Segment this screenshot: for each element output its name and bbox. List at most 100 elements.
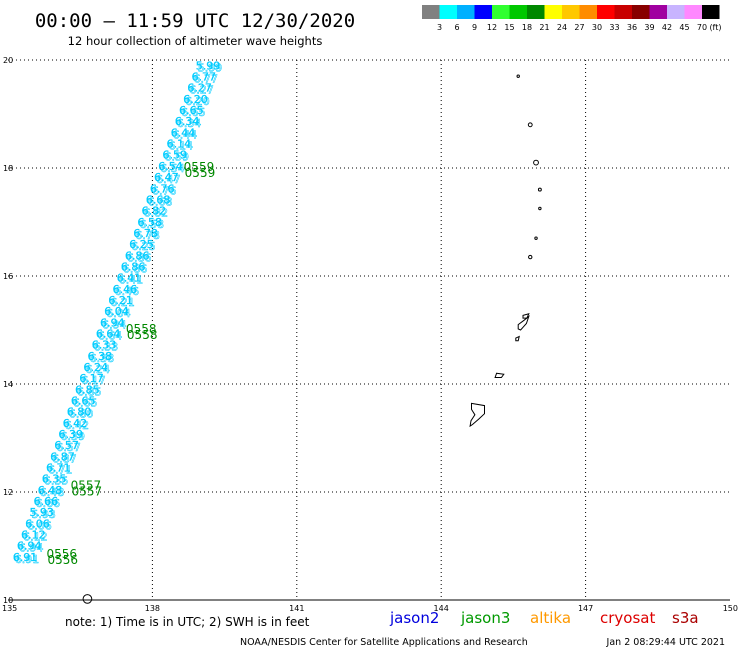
- wave-height-label: 6.17: [79, 372, 104, 385]
- wave-height-label-shadow: 5.93: [31, 508, 56, 521]
- wave-height-label: 6.80: [67, 406, 92, 419]
- x-tick-label: 135: [2, 604, 17, 613]
- chart-title: 00:00 – 11:59 UTC 12/30/2020: [35, 10, 355, 32]
- wave-height-label: 6.04: [104, 305, 128, 318]
- wave-height-label-shadow: 6.04: [106, 307, 130, 320]
- legend-label: 39: [644, 23, 654, 32]
- wave-height-label-shadow: 6.68: [148, 195, 173, 208]
- legend-swatch: [579, 5, 597, 19]
- wave-height-label-shadow: 6.47: [156, 173, 181, 186]
- wave-height-label: 6.41: [117, 272, 142, 285]
- wave-height-label: 6.82: [142, 205, 167, 218]
- wave-height-label-shadow: 6.91: [15, 553, 39, 566]
- time-label-second: 0557: [72, 485, 103, 499]
- wave-height-label: 6.86: [125, 249, 150, 262]
- wave-height-label-shadow: 6.39: [61, 430, 86, 443]
- wave-height-label: 6.47: [154, 171, 179, 184]
- wave-height-label-shadow: 6.76: [152, 184, 177, 197]
- time-label: 0556: [47, 547, 78, 561]
- x-tick-label: 150: [723, 604, 738, 613]
- wave-height-label: 5.93: [29, 506, 54, 519]
- wave-height-label: 6.57: [54, 439, 78, 452]
- x-tick-label: 141: [289, 604, 304, 613]
- legend-swatch: [597, 5, 615, 19]
- time-label: 0558: [126, 322, 157, 336]
- legend-label: 18: [522, 23, 532, 32]
- legend-swatch: [509, 5, 527, 19]
- legend-swatch: [457, 5, 475, 19]
- wave-height-label: 6.65: [71, 394, 96, 407]
- legend-swatch: [614, 5, 632, 19]
- color-scale-legend: 3 6 9 12 15 18 21 24 27 30 33 36 39 42 45 70 (ft): [422, 5, 722, 32]
- wave-height-label-shadow: 6.86: [127, 251, 152, 264]
- wave-height-label: 6.94: [100, 316, 125, 329]
- note-text: note: 1) Time is in UTC; 2) SWH is in fe…: [65, 615, 310, 629]
- y-tick-label: 12: [3, 488, 13, 497]
- wave-height-label-shadow: 6.87: [52, 452, 77, 465]
- wave-height-label-shadow: 6.12: [23, 530, 48, 543]
- wave-height-label: 6.20: [183, 93, 208, 106]
- generated-timestamp: Jan 2 08:29:44 UTC 2021: [606, 637, 725, 648]
- legend-label: 3: [437, 23, 442, 32]
- y-tick-label: 20: [3, 56, 13, 65]
- wave-height-label: 6.46: [113, 283, 137, 296]
- wave-height-label: 6.66: [34, 495, 59, 508]
- wave-height-label: 6.44: [171, 126, 196, 139]
- time-label-second: 0556: [48, 553, 79, 567]
- time-label: 0559: [184, 160, 215, 174]
- wave-height-label: 6.76: [150, 182, 175, 195]
- wave-height-label-shadow: 6.59: [164, 151, 189, 164]
- satellite-s3a: s3a: [672, 609, 699, 627]
- wave-height-label-shadow: 6.78: [135, 229, 160, 242]
- wave-height-label-shadow: 6.66: [36, 497, 61, 510]
- legend-label: 21: [539, 23, 549, 32]
- wave-height-label-shadow: 6.24: [85, 363, 110, 376]
- wave-height-label-shadow: 6.17: [81, 374, 106, 387]
- wave-height-label-shadow: 5.99: [198, 61, 223, 74]
- legend-label: 9: [472, 23, 477, 32]
- wave-height-label-shadow: 6.94: [102, 318, 127, 331]
- wave-height-label-shadow: 6.64: [98, 329, 123, 342]
- wave-height-label-shadow: 6.77: [194, 73, 219, 86]
- wave-height-label-shadow: 6.85: [77, 385, 102, 398]
- axis-tick-labels: 10 12 14 16 18 20 135 138 141 144 147 150: [2, 56, 738, 613]
- wave-height-label: 6.68: [146, 193, 171, 206]
- y-tick-label: 14: [3, 380, 13, 389]
- wave-height-label-shadow: 6.27: [189, 84, 214, 97]
- y-tick-label: 18: [3, 164, 13, 173]
- island-outline: [527, 122, 533, 128]
- wave-height-label: 6.34: [175, 115, 200, 128]
- wave-height-label: 6.27: [187, 82, 212, 95]
- wave-height-label-shadow: 6.65: [181, 106, 206, 119]
- map-grid: [8, 59, 730, 601]
- island-outline: [517, 315, 530, 331]
- wave-height-label: 6.54: [158, 160, 183, 173]
- wave-height-label-shadow: 6.82: [144, 207, 169, 220]
- satellite-legend: jason2 jason3 altika cryosat s3a: [389, 609, 699, 627]
- wave-height-label-shadow: 6.42: [65, 419, 90, 432]
- wave-height-label: 6.21: [108, 294, 133, 307]
- wave-height-label: 5.99: [196, 59, 221, 72]
- wave-height-label-shadow: 6.25: [131, 240, 156, 253]
- wave-height-label: 6.33: [92, 339, 117, 352]
- x-tick-label: 147: [578, 604, 593, 613]
- legend-label: 12: [487, 23, 497, 32]
- legend-label: 70: [697, 23, 707, 32]
- wave-height-label: 6.87: [50, 450, 75, 463]
- wave-height-label: 6.42: [63, 417, 88, 430]
- legend-swatch: [527, 5, 545, 19]
- legend-label: 6: [454, 23, 459, 32]
- wave-height-label: 6.77: [192, 71, 217, 84]
- island-outline: [538, 206, 542, 211]
- wave-height-label: 6.12: [21, 528, 46, 541]
- island-outline: [515, 335, 520, 342]
- time-label-second: 0558: [127, 328, 158, 342]
- legend-label: 42: [662, 23, 672, 32]
- chart-subtitle: 12 hour collection of altimeter wave hei…: [68, 34, 323, 48]
- wave-height-label: 6.65: [179, 104, 204, 117]
- wave-height-label-shadow: 6.80: [69, 408, 94, 421]
- y-tick-label: 10: [3, 596, 13, 605]
- wave-height-label: 6.39: [59, 428, 84, 441]
- wave-height-label: 6.64: [96, 327, 121, 340]
- wave-height-label-shadow: 6.44: [173, 128, 198, 141]
